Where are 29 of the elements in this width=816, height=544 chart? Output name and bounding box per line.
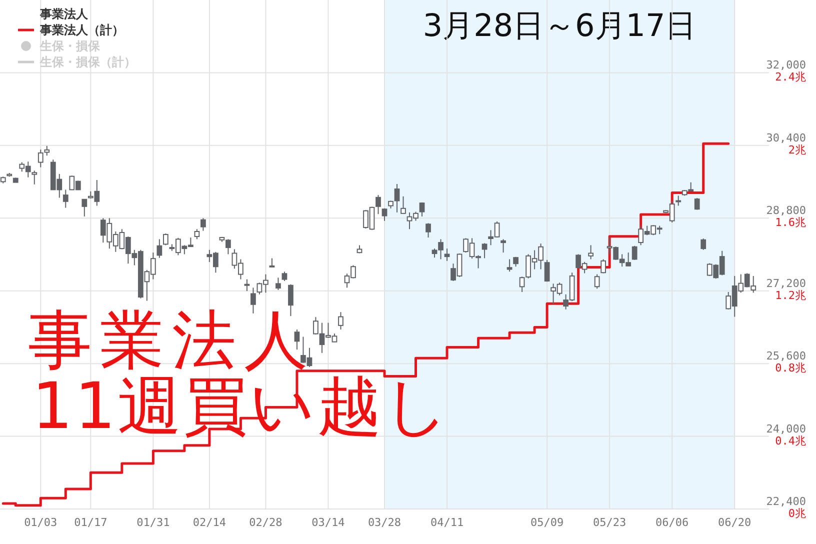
y-tick-label: 24,000 xyxy=(766,422,806,436)
x-tick-label: 03/28 xyxy=(368,516,402,529)
x-tick-label: 06/20 xyxy=(718,516,752,529)
y2-tick-label: 0.4兆 xyxy=(775,434,806,448)
band-label: 3月28日～6月17日 xyxy=(422,8,696,44)
x-tick-label: 02/14 xyxy=(192,516,226,529)
y2-tick-label: 2兆 xyxy=(788,143,806,156)
x-tick-label: 04/11 xyxy=(430,516,464,529)
x-tick-label: 01/31 xyxy=(136,516,170,529)
x-tick-label: 06/06 xyxy=(656,516,689,529)
annotation: 事業法人 xyxy=(39,7,89,21)
y-tick-label: 22,400 xyxy=(766,495,806,508)
x-tick-label: 01/03 xyxy=(24,516,58,529)
x-tick-label: 01/17 xyxy=(74,516,108,529)
y-tick-label: 30,400 xyxy=(766,131,806,144)
y2-tick-label: 1.6兆 xyxy=(775,216,806,230)
y-tick-label: 32,000 xyxy=(766,58,806,72)
y-tick-label: 28,800 xyxy=(766,204,806,218)
x-tick-label: 03/14 xyxy=(312,516,346,529)
y2-tick-label: 2.4兆 xyxy=(775,70,806,84)
y2-tick-label: 0.8兆 xyxy=(775,362,806,375)
x-tick-label: 05/09 xyxy=(530,516,564,529)
y-tick-label: 25,600 xyxy=(766,350,806,363)
y2-tick-label: 0兆 xyxy=(788,507,806,520)
legend-label: 事業法人（計） xyxy=(39,23,124,37)
y-tick-label: 27,200 xyxy=(766,276,806,290)
y2-tick-label: 1.2兆 xyxy=(775,288,806,302)
x-tick-label: 02/28 xyxy=(249,516,282,529)
x-tick-label: 05/23 xyxy=(593,516,626,529)
